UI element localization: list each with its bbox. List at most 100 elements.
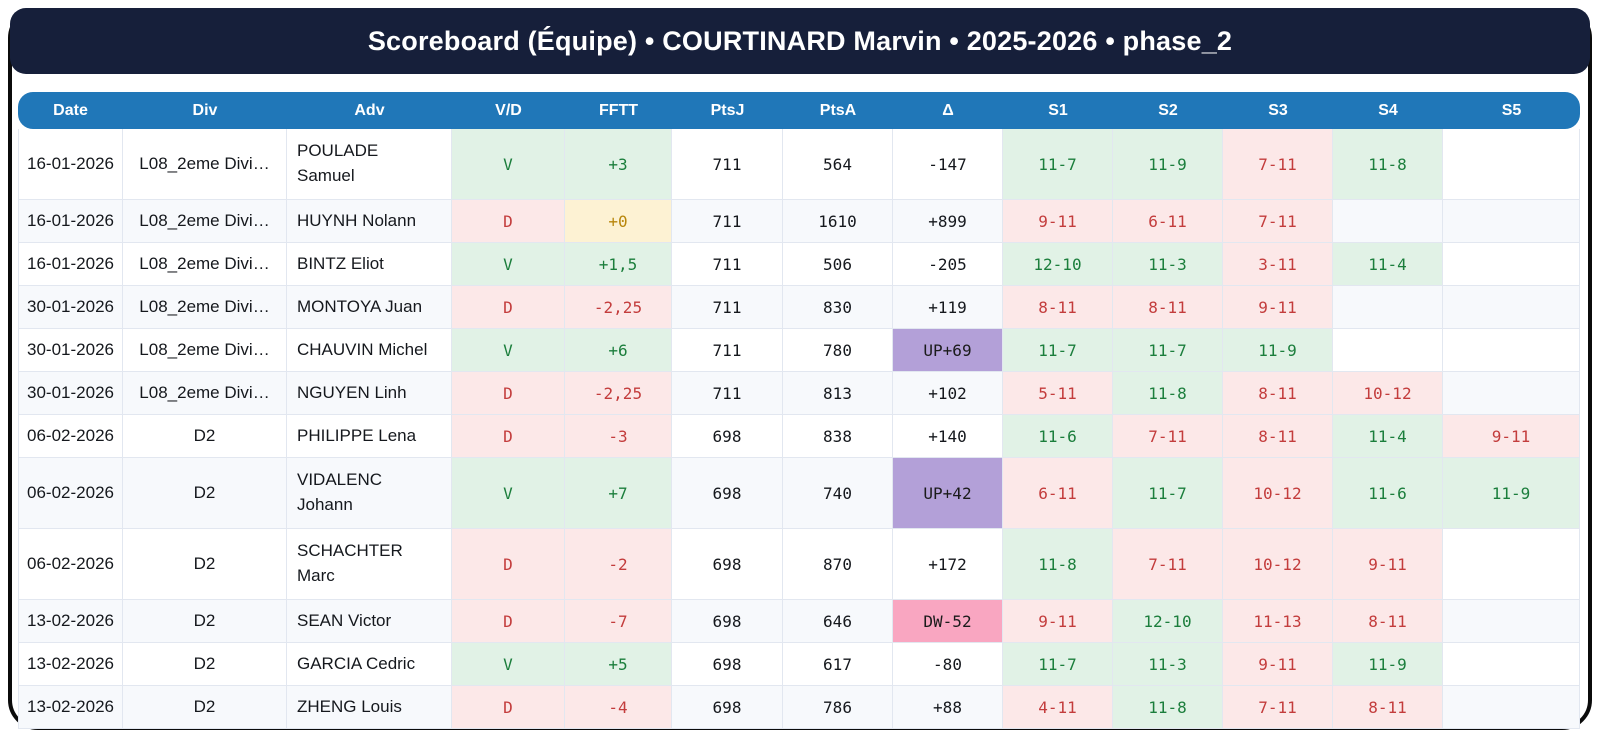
cell-set-s2: 8-11 <box>1113 286 1223 328</box>
cell-division: D2 <box>123 686 287 728</box>
cell-set-s2: 11-8 <box>1113 372 1223 414</box>
cell-division: L08_2eme Divi… <box>123 329 287 371</box>
cell-set-s2: 11-7 <box>1113 329 1223 371</box>
cell-adversary-points: 813 <box>783 372 893 414</box>
table-row: 30-01-2026 L08_2eme Divi… NGUYEN Linh D -2,2… <box>18 372 1580 415</box>
cell-victory-defeat: V <box>452 243 565 285</box>
cell-set-s2: 12-10 <box>1113 600 1223 642</box>
cell-adversary: VIDALENC Johann <box>287 458 452 528</box>
cell-set-s1: 11-7 <box>1003 129 1113 199</box>
cell-player-points: 711 <box>672 243 783 285</box>
cell-adversary-points: 506 <box>783 243 893 285</box>
adversary-name: VIDALENC Johann <box>297 470 383 514</box>
cell-player-points: 711 <box>672 372 783 414</box>
cell-adversary: ZHENG Louis <box>287 686 452 728</box>
cell-set-s1: 6-11 <box>1003 458 1113 528</box>
cell-set-s1: 11-7 <box>1003 643 1113 685</box>
cell-fftt-points: -4 <box>565 686 672 728</box>
cell-set-s1: 4-11 <box>1003 686 1113 728</box>
cell-delta: +88 <box>893 686 1003 728</box>
cell-adversary: SEAN Victor <box>287 600 452 642</box>
cell-set-s4: 9-11 <box>1333 529 1443 599</box>
table-row: 30-01-2026 L08_2eme Divi… CHAUVIN Michel V +… <box>18 329 1580 372</box>
cell-set-s4 <box>1333 286 1443 328</box>
cell-division: L08_2eme Divi… <box>123 129 287 199</box>
cell-set-s3: 11-13 <box>1223 600 1333 642</box>
cell-adversary-points: 617 <box>783 643 893 685</box>
cell-adversary-points: 786 <box>783 686 893 728</box>
cell-set-s4: 11-9 <box>1333 643 1443 685</box>
table-row: 13-02-2026 D2 ZHENG Louis D -4 698 786 +88 4-11 1… <box>18 686 1580 729</box>
cell-adversary: BINTZ Eliot <box>287 243 452 285</box>
cell-player-points: 711 <box>672 129 783 199</box>
column-header-ptsa: PtsA <box>819 101 857 119</box>
column-header-s2: S2 <box>1158 101 1178 119</box>
cell-date: 30-01-2026 <box>18 286 123 328</box>
cell-set-s5 <box>1443 600 1580 642</box>
cell-adversary: POULADE Samuel <box>287 129 452 199</box>
cell-set-s5 <box>1443 643 1580 685</box>
cell-fftt-points: +5 <box>565 643 672 685</box>
cell-date: 06-02-2026 <box>18 415 123 457</box>
cell-set-s3: 11-9 <box>1223 329 1333 371</box>
cell-date: 30-01-2026 <box>18 329 123 371</box>
cell-set-s3: 8-11 <box>1223 372 1333 414</box>
scoreboard-table: Date Div Adv V/D FFTT PtsJ PtsA Δ S1 S2 S3 S4 S5 16-… <box>18 92 1580 729</box>
adversary-name: POULADE Samuel <box>297 141 379 185</box>
cell-set-s5: 11-9 <box>1443 458 1580 528</box>
cell-adversary-points: 780 <box>783 329 893 371</box>
adversary-name: CHAUVIN Michel <box>297 339 428 359</box>
cell-player-points: 698 <box>672 686 783 728</box>
cell-fftt-points: +6 <box>565 329 672 371</box>
cell-set-s3: 3-11 <box>1223 243 1333 285</box>
cell-set-s3: 9-11 <box>1223 643 1333 685</box>
cell-date: 06-02-2026 <box>18 458 123 528</box>
cell-fftt-points: -2,25 <box>565 286 672 328</box>
cell-victory-defeat: D <box>452 529 565 599</box>
cell-adversary: HUYNH Nolann <box>287 200 452 242</box>
cell-victory-defeat: V <box>452 458 565 528</box>
cell-division: L08_2eme Divi… <box>123 372 287 414</box>
column-header-s4: S4 <box>1378 101 1398 119</box>
cell-player-points: 698 <box>672 415 783 457</box>
cell-set-s4: 8-11 <box>1333 600 1443 642</box>
title-bar: Scoreboard (Équipe) • COURTINARD Marvin … <box>10 8 1590 74</box>
cell-victory-defeat: D <box>452 200 565 242</box>
cell-player-points: 698 <box>672 458 783 528</box>
cell-adversary-points: 870 <box>783 529 893 599</box>
column-header-s5: S5 <box>1501 101 1522 119</box>
cell-set-s2: 11-3 <box>1113 243 1223 285</box>
column-header-div: Div <box>192 101 218 119</box>
cell-set-s1: 11-8 <box>1003 529 1113 599</box>
cell-delta: -80 <box>893 643 1003 685</box>
cell-delta: +172 <box>893 529 1003 599</box>
cell-division: D2 <box>123 458 287 528</box>
cell-victory-defeat: V <box>452 129 565 199</box>
cell-fftt-points: -7 <box>565 600 672 642</box>
cell-set-s1: 9-11 <box>1003 200 1113 242</box>
column-header-v-d: V/D <box>495 101 522 119</box>
cell-adversary: SCHACHTER Marc <box>287 529 452 599</box>
cell-victory-defeat: V <box>452 643 565 685</box>
cell-set-s5 <box>1443 129 1580 199</box>
cell-division: D2 <box>123 415 287 457</box>
cell-division: D2 <box>123 529 287 599</box>
cell-division: L08_2eme Divi… <box>123 200 287 242</box>
table-row: 06-02-2026 D2 VIDALENC Johann V +7 698 740 UP+4… <box>18 458 1580 529</box>
column-header-adv: Adv <box>354 101 385 119</box>
cell-player-points: 698 <box>672 529 783 599</box>
cell-set-s5 <box>1443 372 1580 414</box>
cell-player-points: 698 <box>672 643 783 685</box>
cell-delta: +140 <box>893 415 1003 457</box>
cell-division: L08_2eme Divi… <box>123 286 287 328</box>
cell-delta: UP+42 <box>893 458 1003 528</box>
column-header-s1: S1 <box>1048 101 1068 119</box>
cell-victory-defeat: D <box>452 415 565 457</box>
cell-set-s1: 11-6 <box>1003 415 1113 457</box>
cell-set-s3: 10-12 <box>1223 529 1333 599</box>
cell-set-s3: 7-11 <box>1223 200 1333 242</box>
adversary-name: BINTZ Eliot <box>297 253 384 273</box>
column-header-delta: Δ <box>942 101 954 119</box>
cell-set-s5 <box>1443 529 1580 599</box>
column-header-date: Date <box>53 101 88 119</box>
